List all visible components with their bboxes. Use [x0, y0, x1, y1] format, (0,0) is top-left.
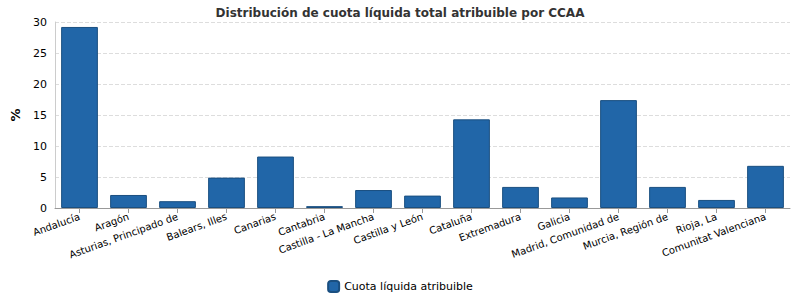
svg-text:Canarias: Canarias: [232, 211, 277, 236]
svg-text:0: 0: [40, 202, 47, 215]
svg-text:Galicia: Galicia: [535, 210, 572, 233]
svg-text:25: 25: [33, 47, 47, 60]
svg-text:Comunitat Valenciana: Comunitat Valenciana: [660, 211, 767, 259]
svg-text:Distribución de cuota líquida: Distribución de cuota líquida total atri…: [216, 6, 586, 20]
svg-text:5: 5: [40, 171, 47, 184]
svg-text:15: 15: [33, 109, 47, 122]
svg-text:Aragón: Aragón: [92, 210, 131, 234]
svg-text:Cantabria: Cantabria: [276, 210, 327, 238]
svg-text:10: 10: [33, 140, 47, 153]
svg-text:Cuota líquida atribuible: Cuota líquida atribuible: [344, 280, 473, 293]
svg-text:20: 20: [33, 78, 47, 91]
svg-text:Castilla - La Mancha: Castilla - La Mancha: [277, 210, 376, 256]
svg-text:Cataluña: Cataluña: [427, 210, 474, 237]
svg-text:30: 30: [33, 16, 47, 29]
svg-text:Murcia, Región de: Murcia, Región de: [581, 211, 669, 252]
svg-text:Asturias, Principado de: Asturias, Principado de: [68, 211, 180, 261]
svg-text:Castilla y León: Castilla y León: [352, 211, 424, 246]
svg-text:Madrid, Comunidad de: Madrid, Comunidad de: [510, 210, 621, 260]
svg-text:%: %: [8, 108, 23, 121]
svg-text:Extremadura: Extremadura: [458, 211, 523, 244]
svg-text:Rioja, La: Rioja, La: [674, 210, 719, 236]
svg-text:Andalucía: Andalucía: [31, 211, 81, 238]
svg-text:Balears, Illes: Balears, Illes: [165, 211, 229, 243]
